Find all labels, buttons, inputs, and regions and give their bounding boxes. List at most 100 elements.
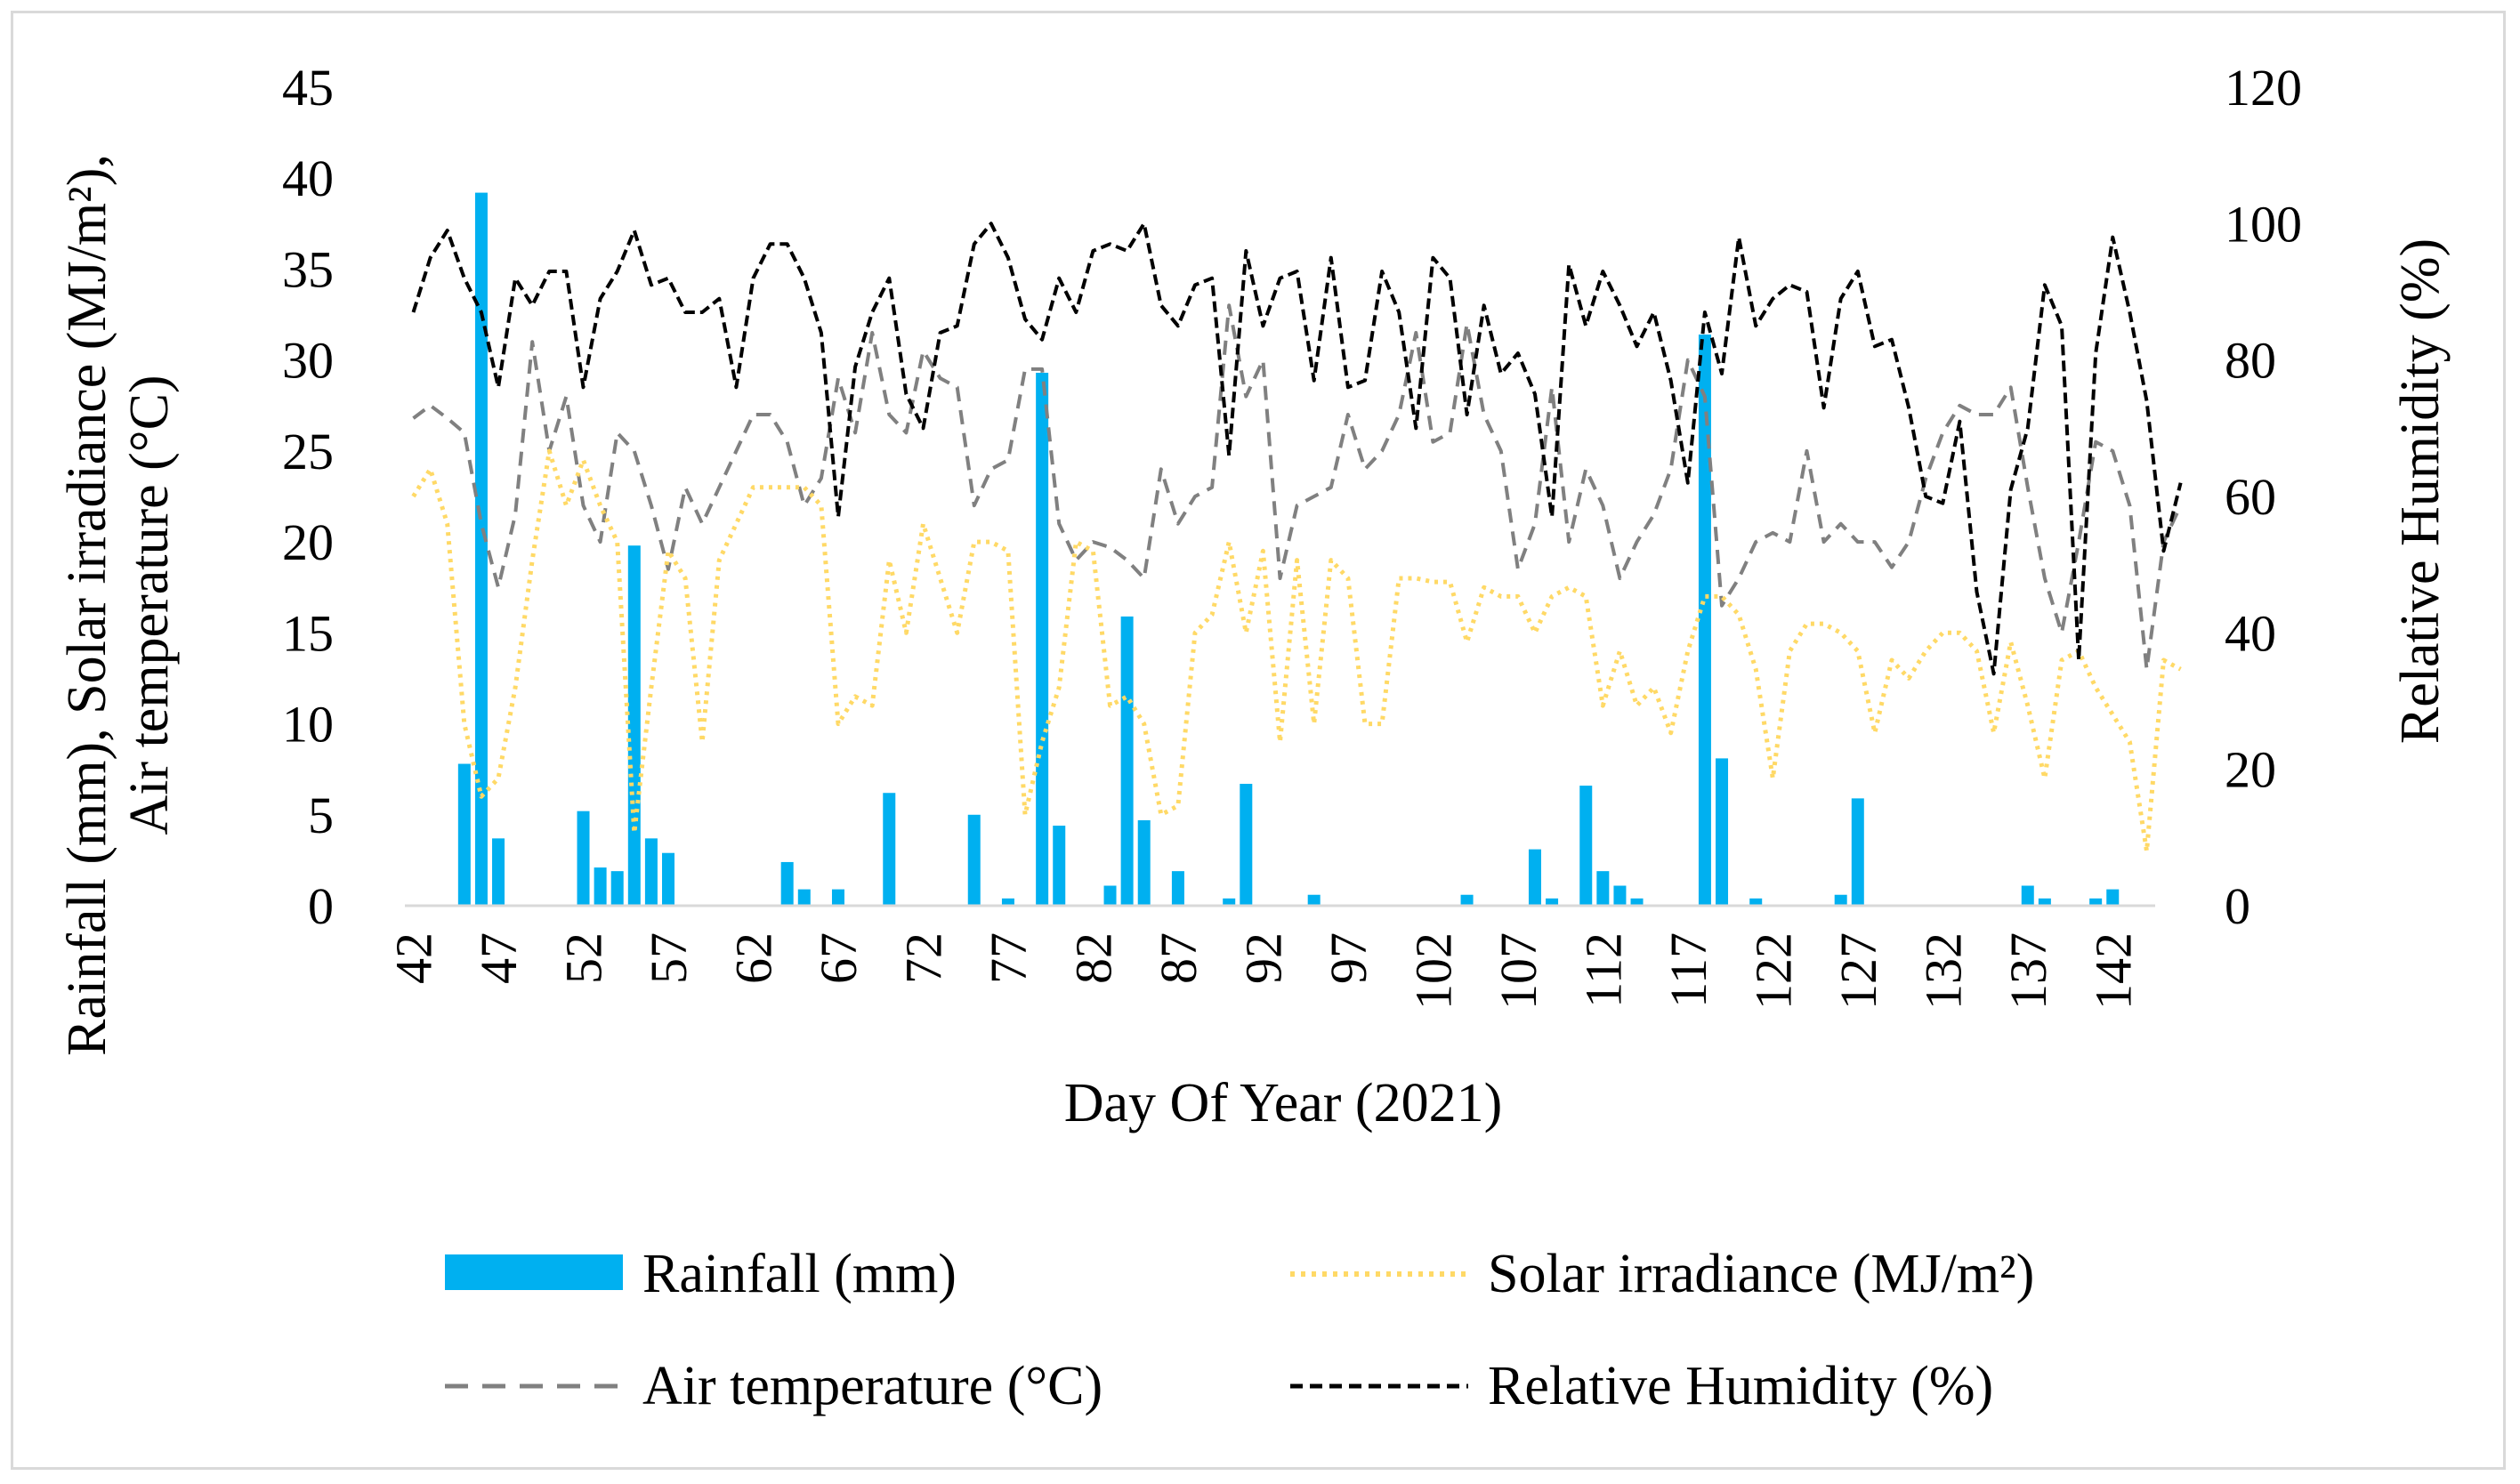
right-y-tick-label: 40 [2225, 604, 2276, 662]
x-tick-label: 52 [555, 932, 613, 984]
right-y-axis-title: Relative Humidity (%) [2390, 238, 2451, 744]
rainfall-bar [780, 861, 794, 906]
rainfall-bar [2021, 885, 2034, 906]
x-axis-ticks: 42 47 52 57 62 67 72 77 82 87 92 97 102 107 112 117 122 1… [385, 932, 2143, 1010]
rainfall-bar [1613, 885, 1627, 906]
x-tick-label: 107 [1490, 932, 1547, 1010]
x-axis-title: Day Of Year (2021) [1064, 1073, 1502, 1133]
rainfall-bar [1749, 898, 1763, 906]
right-y-tick-label: 0 [2225, 877, 2250, 935]
rainfall-bar [1528, 849, 1541, 906]
left-y-axis-title-line1: Rainfall (mm), Solar irradiance (MJ/m²), [57, 154, 117, 1056]
rainfall-bar [1460, 894, 1474, 906]
right-y-tick-label: 80 [2225, 332, 2276, 390]
x-tick-label: 92 [1234, 932, 1292, 984]
rainfall-bar [1240, 784, 1253, 906]
left-y-tick-label: 45 [282, 59, 334, 117]
rainfall-bar [1851, 798, 1864, 906]
rainfall-bar [577, 811, 590, 906]
rainfall-bar [1579, 786, 1593, 906]
left-y-axis-title-line2: Air temperature (°C) [119, 375, 180, 835]
rainfall-bar [1171, 871, 1184, 906]
x-tick-label: 62 [724, 932, 782, 984]
left-y-tick-label: 0 [308, 877, 334, 935]
rainfall-bar [1120, 616, 1134, 906]
rainfall-bars [457, 192, 2120, 907]
x-tick-label: 112 [1574, 932, 1632, 1008]
x-tick-label: 72 [894, 932, 952, 984]
legend-item-temp: Air temperature (°C) [445, 1356, 1102, 1416]
rainfall-bar [644, 838, 658, 906]
rainfall-bar [1053, 826, 1066, 906]
left-y-axis-title: Rainfall (mm), Solar irradiance (MJ/m²),… [57, 154, 180, 1056]
rainfall-bar [1103, 885, 1117, 906]
rainfall-bar [1630, 898, 1644, 906]
left-y-tick-label: 5 [308, 786, 334, 844]
x-tick-label: 42 [385, 932, 443, 984]
left-y-tick-label: 30 [282, 332, 334, 390]
x-tick-label: 82 [1064, 932, 1122, 984]
left-y-tick-label: 10 [282, 696, 334, 754]
x-tick-label: 117 [1660, 932, 1717, 1008]
rainfall-bar [1223, 898, 1236, 906]
rainfall-bar [594, 867, 607, 906]
rainfall-bar [1698, 335, 1711, 906]
left-y-tick-label: 35 [282, 240, 334, 298]
legend-swatch-rainfall [445, 1254, 623, 1290]
chart-frame [11, 11, 2506, 1470]
rainfall-bar [1036, 372, 1049, 906]
left-y-tick-label: 15 [282, 604, 334, 662]
rainfall-bar [457, 763, 471, 906]
rainfall-bar [1307, 894, 1321, 906]
x-tick-label: 87 [1150, 932, 1208, 984]
right-y-tick-label: 60 [2225, 468, 2276, 526]
x-tick-label: 97 [1320, 932, 1377, 984]
rainfall-bar [1137, 819, 1151, 906]
rainfall-bar [662, 852, 675, 906]
rainfall-bar [883, 793, 896, 906]
legend-label-rainfall: Rainfall (mm) [642, 1244, 957, 1304]
left-y-tick-label: 40 [282, 149, 334, 207]
right-y-tick-label: 120 [2225, 59, 2302, 117]
x-tick-label: 67 [810, 932, 868, 984]
rainfall-bar [1596, 871, 1610, 906]
relative-humidity-line [411, 222, 2183, 676]
x-tick-label: 137 [1999, 932, 2057, 1010]
rainfall-bar [2038, 898, 2051, 906]
solar-irradiance-line [411, 448, 2182, 854]
x-tick-label: 57 [640, 932, 698, 984]
x-tick-label: 77 [980, 932, 1038, 984]
air-temperature-line [412, 303, 2183, 672]
x-tick-label: 122 [1744, 932, 1802, 1010]
legend: Rainfall (mm) Solar irradiance (MJ/m²) A… [445, 1244, 2034, 1416]
legend-item-rainfall: Rainfall (mm) [445, 1244, 957, 1304]
rainfall-bar [967, 814, 981, 906]
right-y-axis-ticks: 0 20 40 60 80 100 120 [2225, 59, 2302, 935]
right-y-tick-label: 100 [2225, 195, 2302, 253]
x-tick-label: 102 [1404, 932, 1462, 1010]
rainfall-bar [1001, 898, 1014, 906]
x-tick-label: 127 [1829, 932, 1887, 1010]
left-y-axis-ticks: 0 5 10 15 20 25 30 35 40 45 [282, 59, 334, 935]
rainfall-bar [492, 838, 505, 906]
legend-label-solar: Solar irradiance (MJ/m²) [1488, 1244, 2034, 1304]
rainfall-bar [2106, 889, 2120, 906]
rainfall-bar [474, 192, 488, 907]
rainfall-bar [1546, 898, 1559, 906]
right-y-tick-label: 20 [2225, 741, 2276, 799]
legend-item-humidity: Relative Humidity (%) [1290, 1356, 1993, 1416]
x-tick-label: 142 [2084, 932, 2142, 1010]
rainfall-bar [797, 889, 811, 906]
left-y-tick-label: 25 [282, 423, 334, 480]
rainfall-bar [1834, 894, 1847, 906]
legend-label-temp: Air temperature (°C) [642, 1356, 1102, 1416]
rainfall-bar [627, 545, 641, 906]
legend-label-humidity: Relative Humidity (%) [1488, 1356, 1993, 1416]
rainfall-bar [831, 889, 844, 906]
rainfall-bar [1716, 758, 1729, 906]
series-lines [411, 222, 2183, 854]
left-y-tick-label: 20 [282, 513, 334, 571]
x-tick-label: 132 [1914, 932, 1972, 1010]
x-tick-label: 47 [470, 932, 528, 984]
